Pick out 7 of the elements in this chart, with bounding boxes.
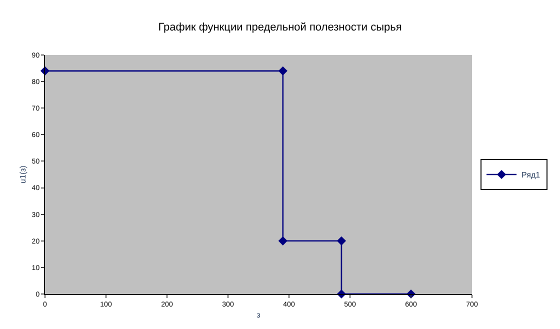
- point: [278, 236, 288, 246]
- point: [278, 66, 288, 76]
- x-axis-title: з: [256, 310, 261, 320]
- legend-label: Ряд1: [522, 170, 541, 180]
- chart-title: График функции предельной полезности сырья: [158, 22, 402, 34]
- y-axis-title: u1(з): [18, 165, 28, 184]
- point: [336, 236, 346, 246]
